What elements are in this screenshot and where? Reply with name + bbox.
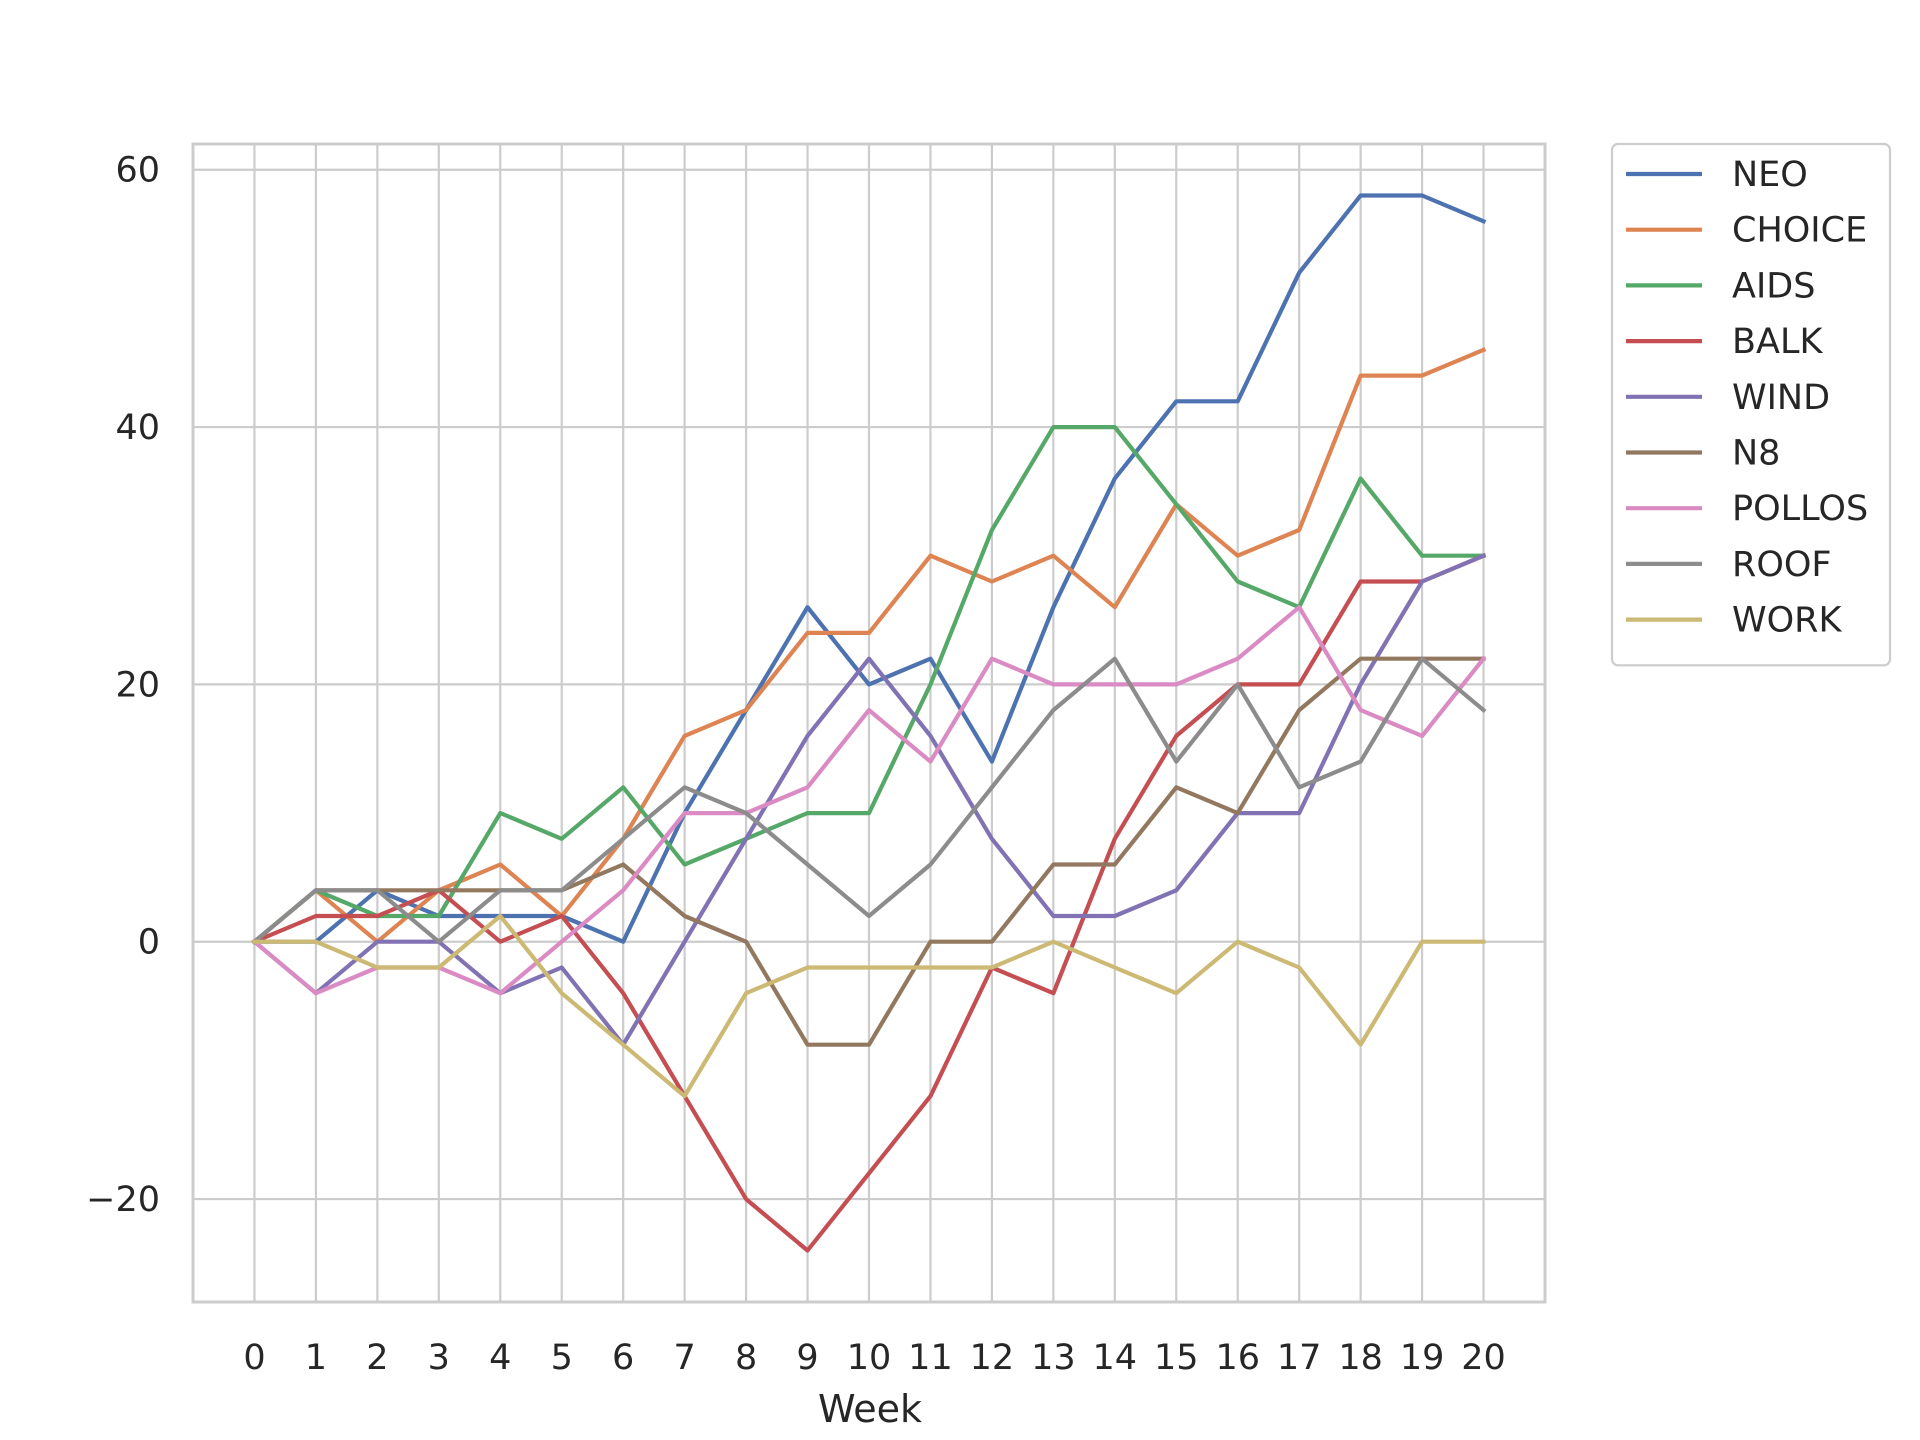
- x-tick-label: 20: [1461, 1338, 1506, 1378]
- x-tick-label: 11: [908, 1338, 953, 1378]
- series-line-neo: [252, 193, 1487, 944]
- x-tick-label: 3: [428, 1338, 450, 1378]
- x-tick-label: 12: [970, 1338, 1015, 1378]
- x-axis-title: Week: [818, 1387, 922, 1431]
- plot-frame: [191, 142, 1547, 1304]
- series-line-work: [252, 913, 1486, 1099]
- legend-label-work: WORK: [1732, 601, 1842, 641]
- tick-labels: 0 1 2 3 4 5 6 7 8 9 10 11 12 13 14 15 16 17 18 19 20−2002040…: [86, 151, 1506, 1378]
- series-lines: [251, 193, 1487, 1253]
- y-tick-label: 40: [115, 408, 160, 448]
- x-tick-label: 0: [243, 1338, 265, 1378]
- legend-label-pollos: POLLOS: [1732, 489, 1868, 529]
- x-tick-label: 6: [612, 1338, 634, 1378]
- x-tick-label: 18: [1338, 1338, 1383, 1378]
- x-tick-label: 13: [1031, 1338, 1076, 1378]
- x-tick-label: 19: [1400, 1338, 1445, 1378]
- series-line-aids: [251, 425, 1486, 945]
- y-tick-label: −20: [86, 1180, 160, 1220]
- x-tick-label: 7: [673, 1338, 695, 1378]
- series-line-balk: [251, 552, 1487, 1253]
- y-tick-label: 0: [138, 923, 160, 963]
- legend-label-neo: NEO: [1732, 155, 1808, 195]
- legend-box: [1610, 142, 1892, 667]
- legend-label-n8: N8: [1732, 434, 1780, 474]
- legend-label-wind: WIND: [1732, 378, 1830, 418]
- legend-label-balk: BALK: [1732, 322, 1823, 362]
- legend-label-aids: AIDS: [1732, 266, 1815, 306]
- x-tick-label: 14: [1093, 1338, 1138, 1378]
- series-line-pollos: [251, 605, 1487, 996]
- series-line-n8: [251, 656, 1486, 1047]
- x-tick-label: 16: [1215, 1338, 1260, 1378]
- x-tick-label: 15: [1154, 1338, 1199, 1378]
- x-tick-label: 5: [551, 1338, 573, 1378]
- y-tick-label: 20: [115, 665, 160, 705]
- x-tick-label: 4: [489, 1338, 511, 1378]
- series-line-roof: [251, 656, 1487, 945]
- y-tick-label: 60: [115, 151, 160, 191]
- legend: NEO CHOICE AIDS BALK WIND N8 POLLOS ROOF WORK: [1610, 142, 1892, 667]
- legend-label-choice: CHOICE: [1732, 211, 1867, 251]
- legend-label-roof: ROOF: [1732, 545, 1832, 585]
- x-tick-label: 8: [735, 1338, 757, 1378]
- x-tick-label: 2: [366, 1338, 388, 1378]
- x-tick-label: 17: [1277, 1338, 1322, 1378]
- gridlines: [193, 144, 1545, 1302]
- x-tick-label: 10: [847, 1338, 892, 1378]
- plot-border: [191, 142, 1547, 1304]
- x-tick-label: 9: [796, 1338, 818, 1378]
- series-line-wind: [251, 552, 1487, 1047]
- x-tick-label: 1: [305, 1338, 327, 1378]
